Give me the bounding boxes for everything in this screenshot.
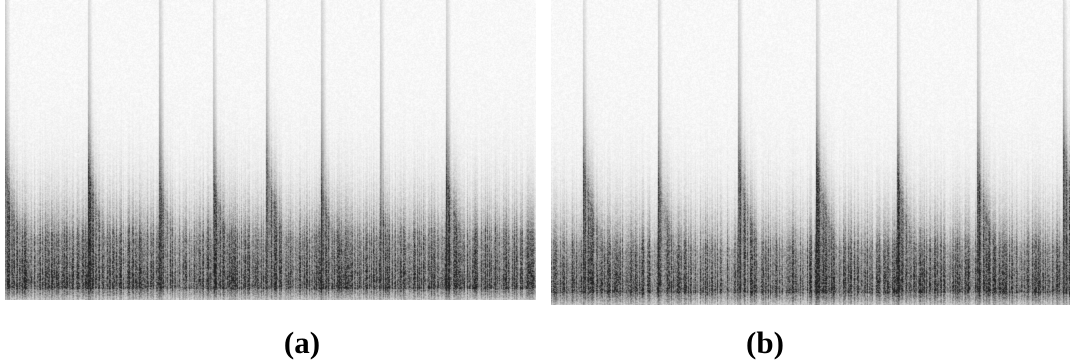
caption-b: (b) [746, 325, 784, 360]
spectrogram-image-a [5, 0, 536, 300]
spectrogram-panel-a [5, 0, 536, 300]
spectrogram-panel-b [551, 0, 1070, 305]
caption-a: (a) [283, 325, 321, 360]
spectrogram-image-b [551, 0, 1070, 305]
